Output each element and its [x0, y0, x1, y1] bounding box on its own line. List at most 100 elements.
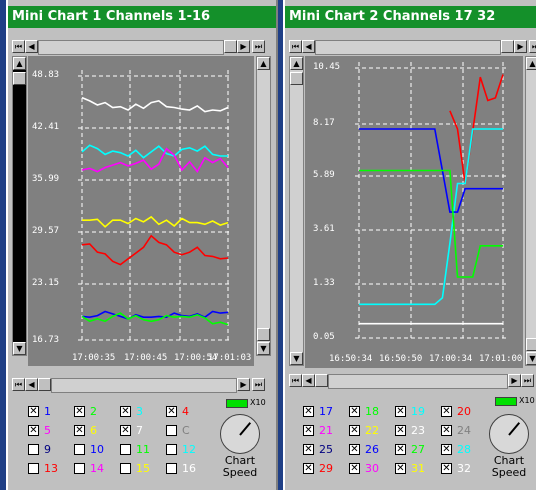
y-tick-label: 29.57: [32, 226, 60, 236]
chart-speed-knob[interactable]: [489, 414, 529, 454]
y-tick-label: 23.15: [32, 278, 60, 288]
channel-checkbox[interactable]: ✕: [120, 406, 131, 417]
scroll-up-button[interactable]: ▲: [257, 57, 270, 70]
channel-checkbox[interactable]: [120, 463, 131, 474]
scroll-up-button[interactable]: ▲: [526, 57, 536, 70]
scroll-left-button[interactable]: ◀: [302, 40, 315, 53]
channel-checkbox[interactable]: ✕: [74, 406, 85, 417]
scroll-left-button[interactable]: ◀: [25, 40, 38, 53]
scroll-right-button[interactable]: ▶: [237, 378, 250, 391]
scroll-down-button[interactable]: ▼: [257, 342, 270, 355]
channel-checkbox[interactable]: ✕: [28, 425, 39, 436]
left-vertical-scrollbar[interactable]: [289, 56, 304, 366]
channel-checkbox[interactable]: [74, 444, 85, 455]
channel-checkbox[interactable]: ✕: [28, 406, 39, 417]
channel-label: 29: [319, 462, 333, 475]
channel-checkbox[interactable]: ✕: [441, 463, 452, 474]
channel-checkbox[interactable]: ✕: [395, 463, 406, 474]
scroll-last-button[interactable]: ⏭: [529, 40, 536, 53]
channel-checkbox[interactable]: ✕: [303, 463, 314, 474]
channel-checkbox[interactable]: ✕: [120, 425, 131, 436]
channel-checkbox[interactable]: ✕: [166, 406, 177, 417]
scroll-up-button[interactable]: ▲: [290, 57, 303, 70]
scroll-right-button[interactable]: ▶: [508, 374, 521, 387]
scroll-last-button[interactable]: ⏭: [521, 374, 534, 387]
scroll-thumb[interactable]: [290, 72, 303, 85]
channel-label: 11: [136, 443, 150, 456]
channel-checkbox[interactable]: [120, 444, 131, 455]
channel-checkbox[interactable]: ✕: [441, 406, 452, 417]
channel-checkbox[interactable]: [28, 444, 39, 455]
scroll-thumb[interactable]: [501, 40, 514, 53]
channel-label: 18: [365, 405, 379, 418]
scroll-down-button[interactable]: ▼: [290, 352, 303, 365]
x10-indicator: [226, 399, 248, 408]
channel-checkbox[interactable]: ✕: [303, 444, 314, 455]
scroll-first-button[interactable]: ⏮: [289, 374, 302, 387]
channel-checkbox[interactable]: ✕: [349, 444, 360, 455]
scroll-down-button[interactable]: ▼: [13, 342, 26, 355]
series-line: [81, 147, 229, 174]
scroll-last-button[interactable]: ⏭: [252, 40, 265, 53]
channel-checkbox[interactable]: [166, 444, 177, 455]
channel-checkbox[interactable]: [74, 463, 85, 474]
scroll-right-button[interactable]: ▶: [514, 40, 527, 53]
channel-checkbox[interactable]: [166, 425, 177, 436]
y-tick-label: 48.83: [32, 70, 60, 80]
scroll-thumb[interactable]: [224, 40, 237, 53]
scroll-thumb[interactable]: [257, 328, 270, 341]
right-vertical-scrollbar[interactable]: [256, 56, 271, 356]
chart-speed-knob[interactable]: [220, 414, 260, 454]
channel-checkbox[interactable]: [166, 463, 177, 474]
channel-checkbox[interactable]: ✕: [303, 406, 314, 417]
scroll-left-button[interactable]: ◀: [302, 374, 315, 387]
channel-label: 25: [319, 443, 333, 456]
scroll-thumb[interactable]: [13, 72, 26, 85]
channel-checkbox[interactable]: ✕: [349, 425, 360, 436]
channel-checkbox[interactable]: ✕: [395, 444, 406, 455]
scroll-first-button[interactable]: ⏮: [289, 40, 302, 53]
scroll-thumb[interactable]: [315, 374, 328, 387]
channel-label: 30: [365, 462, 379, 475]
channel-checkbox[interactable]: ✕: [441, 444, 452, 455]
channel-label: 12: [182, 443, 196, 456]
channel-label: 20: [457, 405, 471, 418]
channel-checkbox[interactable]: ✕: [303, 425, 314, 436]
channel-label: 22: [365, 424, 379, 437]
left-vertical-scrollbar[interactable]: [12, 56, 27, 356]
top-horizontal-scrollbar[interactable]: [315, 40, 501, 55]
mini-chart-window-2: Mini Chart 2 Channels 17 32 ⏮ ◀ ▶ ⏭ ▲ ▼ …: [283, 0, 536, 490]
scroll-right-button[interactable]: ▶: [237, 40, 250, 53]
y-tick-label: 42.41: [32, 122, 60, 132]
top-horizontal-scrollbar[interactable]: [38, 40, 224, 55]
channel-checkbox[interactable]: [28, 463, 39, 474]
scroll-left-button[interactable]: ◀: [25, 378, 38, 391]
y-tick-label: 0.05: [313, 332, 335, 342]
window-title[interactable]: Mini Chart 1 Channels 1-16: [8, 6, 276, 28]
channel-checkbox[interactable]: ✕: [395, 425, 406, 436]
channel-checkbox[interactable]: ✕: [74, 425, 85, 436]
channel-checkbox[interactable]: ✕: [349, 406, 360, 417]
channel-checkbox[interactable]: ✕: [441, 425, 452, 436]
series-line: [81, 144, 228, 159]
scroll-last-button[interactable]: ⏭: [252, 378, 265, 391]
channel-label: 16: [182, 462, 196, 475]
series-line: [82, 215, 229, 228]
series-line: [81, 312, 229, 326]
scroll-first-button[interactable]: ⏮: [12, 40, 25, 53]
right-vertical-scrollbar[interactable]: [525, 56, 536, 366]
x-tick-label: 16:50:34: [329, 354, 373, 364]
scroll-thumb[interactable]: [526, 338, 536, 351]
channel-checkbox[interactable]: ✕: [395, 406, 406, 417]
channel-label: 10: [90, 443, 104, 456]
scroll-thumb[interactable]: [38, 378, 51, 391]
window-title[interactable]: Mini Chart 2 Channels 17 32: [285, 6, 536, 28]
scroll-down-button[interactable]: ▼: [526, 352, 536, 365]
x-tick-label: 17:00:54: [174, 353, 218, 363]
bottom-horizontal-scrollbar[interactable]: [51, 378, 237, 393]
scroll-first-button[interactable]: ⏮: [12, 378, 25, 391]
bottom-horizontal-scrollbar[interactable]: [328, 374, 508, 389]
channel-checkbox[interactable]: ✕: [349, 463, 360, 474]
x-tick-label: 16:50:50: [379, 354, 423, 364]
scroll-up-button[interactable]: ▲: [13, 57, 26, 70]
